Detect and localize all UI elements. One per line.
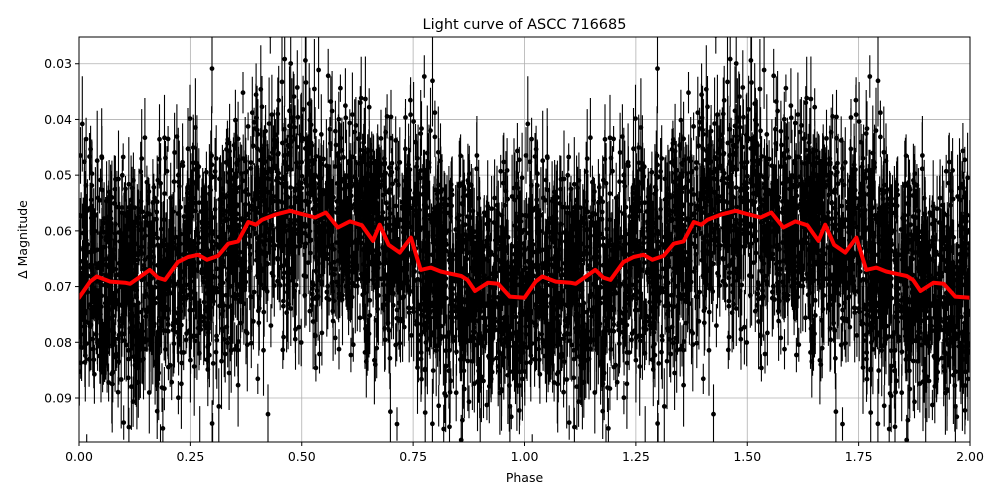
- x-axis-label: Phase: [506, 470, 544, 485]
- x-tick-label: 1.50: [733, 449, 761, 464]
- y-tick-label: 0.07: [44, 279, 72, 294]
- y-axis-label: Δ Magnitude: [15, 200, 30, 279]
- y-axis-ticks: 0.03 0.04 0.05 0.06 0.07 0.08 0.09: [44, 56, 79, 405]
- x-tick-label: 0.75: [399, 449, 427, 464]
- chart-title: Light curve of ASCC 716685: [423, 17, 627, 33]
- y-tick-label: 0.03: [44, 56, 72, 71]
- y-tick-label: 0.08: [44, 335, 72, 350]
- x-tick-label: 1.00: [511, 449, 539, 464]
- model-curve: [79, 208, 970, 300]
- x-tick-label: 0.25: [176, 449, 204, 464]
- x-tick-label: 2.00: [956, 449, 984, 464]
- observation-errorbars: [79, 37, 970, 442]
- y-tick-label: 0.09: [44, 390, 72, 405]
- x-tick-label: 0.50: [288, 449, 316, 464]
- x-tick-label: 1.75: [845, 449, 873, 464]
- x-axis-ticks: 0.00 0.25 0.50 0.75 1.00 1.25 1.50 1.75 2.00: [65, 442, 984, 464]
- y-tick-label: 0.05: [44, 168, 72, 183]
- y-tick-label: 0.06: [44, 223, 72, 238]
- x-tick-label: 0.00: [65, 449, 93, 464]
- y-tick-label: 0.04: [44, 112, 72, 127]
- x-tick-label: 1.25: [622, 449, 650, 464]
